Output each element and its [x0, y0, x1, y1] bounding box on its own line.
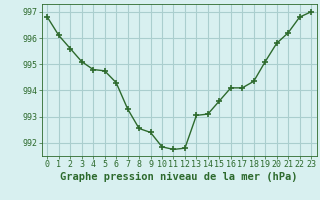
X-axis label: Graphe pression niveau de la mer (hPa): Graphe pression niveau de la mer (hPa)	[60, 172, 298, 182]
